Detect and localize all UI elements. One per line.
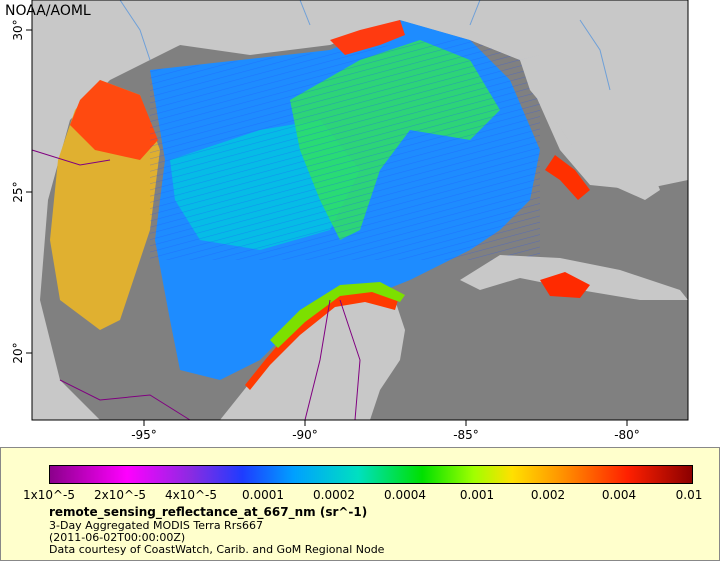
north-coast-red	[330, 20, 405, 55]
colorbar-tick-label: 0.002	[530, 488, 566, 502]
yucatan-coast-red	[245, 290, 398, 390]
legend-description: 3-Day Aggregated MODIS Terra Rrs667	[49, 519, 263, 532]
colorbar-tick-label: 0.0004	[384, 488, 426, 502]
legend-variable: remote_sensing_reflectance_at_667_nm (sr…	[49, 505, 368, 519]
credit-label: NOAA/AOML	[5, 3, 91, 19]
colorbar-tick-label: 0.0001	[242, 488, 284, 502]
rivers	[119, 0, 611, 91]
yucatan-land	[220, 295, 405, 420]
cuba-red-patch	[540, 272, 590, 298]
reflectance-texas-coast	[70, 80, 158, 160]
colorbar-tick-label: 0.004	[601, 488, 637, 502]
colorbar-tick-label: 4x10^-5	[164, 488, 218, 502]
lon-tick-label: -80°	[614, 428, 640, 442]
lat-tick-label: 20°	[11, 342, 25, 363]
country-borders	[31, 149, 361, 421]
lon-tick-label: -95°	[131, 428, 157, 442]
gulf-coast-land	[32, 0, 688, 80]
map-view[interactable]: -95° -90° -85° -80° 30° 25° 20°	[0, 0, 720, 447]
yucatan-coast-green	[270, 282, 405, 348]
reflectance-east-streaks	[150, 30, 540, 260]
lon-tick-label: -85°	[453, 428, 479, 442]
colorbar-tick-label: 0.01	[675, 488, 703, 502]
colorbar-tick-label: 2x10^-5	[93, 488, 147, 502]
legend-time: (2011-06-02T00:00:00Z)	[49, 531, 186, 544]
colorbar	[49, 465, 693, 484]
colorbar-tick-label: 1x10^-5	[22, 488, 76, 502]
colorbar-tick-label: 0.001	[459, 488, 495, 502]
lat-tick-label: 25°	[11, 181, 25, 202]
colorbar-tick-label: 0.0002	[313, 488, 355, 502]
florida-coast-red	[545, 155, 590, 200]
florida-land	[520, 50, 660, 200]
lat-tick-label: 30°	[11, 19, 25, 40]
legend-panel: 1x10^-5 2x10^-5 4x10^-5 0.0001 0.0002 0.…	[0, 447, 720, 561]
axis-ticks	[26, 29, 628, 426]
lon-tick-label: -90°	[292, 428, 318, 442]
legend-courtesy: Data courtesy of CoastWatch, Carib. and …	[49, 543, 385, 556]
plot-frame	[31, 0, 689, 421]
